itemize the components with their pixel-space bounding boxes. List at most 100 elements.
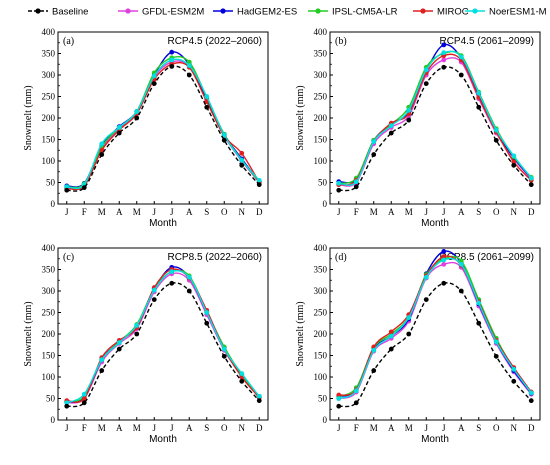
x-axis-label: Month [149,434,177,445]
data-point [441,64,447,70]
x-tick-label: N [511,423,518,433]
y-tick-label: 400 [42,27,56,37]
data-point [493,137,499,143]
series-baseline [336,280,534,409]
series-line [338,50,532,185]
data-point [99,147,105,153]
y-axis-label: Snowmelt (mm) [23,301,34,366]
data-point [204,104,210,110]
series-noeresm1-m [64,57,262,190]
legend-item-hadgem2-es: HadGEM2-ES [213,7,297,18]
series-miroc [64,61,262,191]
data-point [423,81,429,86]
data-point [239,157,245,163]
x-tick-label: J [442,423,446,433]
x-tick-label: F [82,423,87,433]
legend-marker [420,8,426,14]
x-tick-label: D [528,423,535,433]
x-tick-label: M [405,423,413,433]
data-point [116,340,122,345]
data-point [371,139,377,145]
y-axis-label: Snowmelt (mm) [295,85,306,150]
legend-marker [315,8,321,14]
y-tick-label: 250 [314,92,328,102]
x-tick-label: S [476,207,481,217]
x-tick-label: N [239,423,246,433]
x-tick-label: A [458,207,465,217]
legend-marker [472,8,478,14]
y-tick-label: 200 [42,329,56,339]
series-hadgem2-es [336,249,534,399]
y-tick-label: 300 [42,70,56,80]
x-tick-label: A [458,423,465,433]
series-baseline [336,64,534,193]
y-axis-label: Snowmelt (mm) [295,301,306,366]
data-point [64,187,70,193]
series-line [66,60,260,190]
x-axis-label: Month [421,434,449,445]
data-point [476,320,482,326]
data-point [388,123,394,129]
y-tick-label: 150 [314,351,328,361]
data-point [99,152,105,157]
data-point [388,130,394,136]
data-point [441,254,447,259]
data-point [441,57,447,63]
data-point [388,333,394,339]
series-noeresm1-m [336,257,534,401]
x-tick-label: M [98,423,106,433]
legend-marker [35,8,41,14]
x-tick-label: O [221,207,228,217]
data-point [256,398,262,404]
series-line [338,261,532,400]
data-point [116,130,122,136]
series-ipsl-cm5a-lr [336,255,534,399]
data-point [511,366,517,372]
legend-item-ipsl-cm5a-lr: IPSL-CM5A-LR [308,7,398,18]
y-tick-label: 50 [318,178,328,188]
data-point [441,280,447,286]
legend-item-gfdl-esm2m: GFDL-ESM2M [118,7,204,18]
data-point [493,353,499,359]
x-tick-label: M [370,207,378,217]
data-point [151,81,157,86]
data-point [423,297,429,302]
data-point [81,185,87,191]
y-tick-label: 250 [42,308,56,318]
y-tick-label: 200 [42,113,56,123]
legend-label: HadGEM2-ES [237,7,297,18]
x-tick-label: M [133,423,141,433]
x-tick-label: S [204,423,209,433]
data-point [336,180,342,186]
data-point [423,274,429,280]
data-point [221,346,227,352]
series-gfdl-esm2m [336,57,534,188]
data-point [441,261,447,267]
panel-tag: (a) [63,36,74,47]
data-point [406,315,412,321]
legend-label: Baseline [52,7,88,18]
legend-item-noeresm1-m: NoerESM1-M [465,7,547,18]
y-tick-label: 100 [42,156,56,166]
y-tick-label: 100 [42,372,56,382]
data-point [458,261,464,267]
legend-marker [220,8,226,14]
x-tick-label: J [152,423,156,433]
data-point [99,368,105,373]
x-tick-label: O [221,423,228,433]
data-point [353,400,359,406]
series-hadgem2-es [64,264,262,405]
data-point [239,162,245,168]
x-tick-label: M [405,207,413,217]
data-point [511,378,517,384]
data-point [493,339,499,345]
data-point [511,159,517,165]
y-tick-label: 0 [323,199,328,209]
x-tick-label: J [337,423,341,433]
data-point [511,162,517,168]
series-line [338,257,532,400]
panel-tag: (b) [335,36,347,47]
data-point [336,392,342,398]
y-tick-label: 150 [42,351,56,361]
